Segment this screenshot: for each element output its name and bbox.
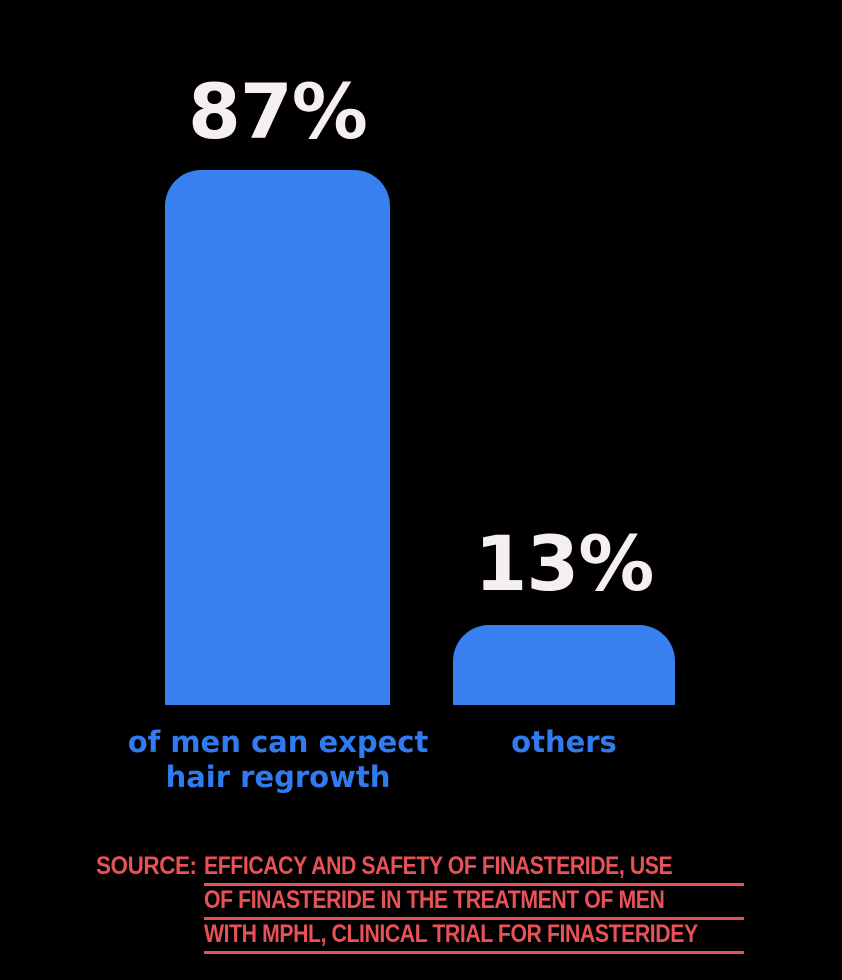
source-label: SOURCE: (96, 852, 197, 880)
source-link-line-2-text: OF FINASTERIDE IN THE TREATMENT OF MEN (204, 886, 665, 914)
source-section: SOURCE: EFFICACY AND SAFETY OF FINASTERI… (96, 854, 744, 956)
source-link-line-3[interactable]: WITH MPHL, CLINICAL TRIAL FOR FINASTERID… (204, 922, 744, 954)
category-label-men-line1: of men can expect (127, 725, 429, 759)
source-link-line-3-text: WITH MPHL, CLINICAL TRIAL FOR FINASTERID… (204, 920, 698, 948)
bar-value-label-13: 13% (474, 519, 655, 608)
source-link-line-2[interactable]: OF FINASTERIDE IN THE TREATMENT OF MEN (204, 888, 744, 920)
bar-others (453, 625, 675, 705)
category-label-men: of men can expect hair regrowth (103, 725, 453, 795)
bar-value-label-87: 87% (188, 67, 368, 156)
source-link-line-1-text: EFFICACY AND SAFETY OF FINASTERIDE, USE (204, 852, 673, 880)
category-label-others: others (511, 725, 617, 759)
category-label-men-line2: hair regrowth (165, 760, 391, 794)
bar-men-regrowth (165, 170, 390, 705)
source-link: EFFICACY AND SAFETY OF FINASTERIDE, USE … (204, 854, 744, 956)
source-link-line-1[interactable]: EFFICACY AND SAFETY OF FINASTERIDE, USE (204, 854, 744, 886)
